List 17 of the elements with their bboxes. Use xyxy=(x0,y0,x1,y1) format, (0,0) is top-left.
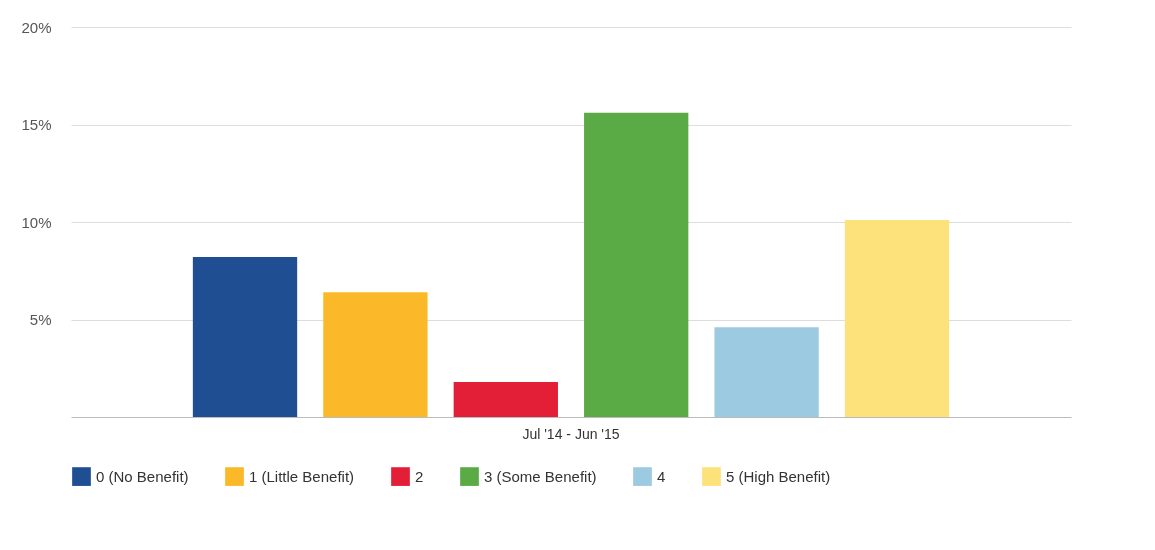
bar xyxy=(844,220,950,417)
legend-label: 2 xyxy=(415,467,424,485)
x-tick-label: Jul '14 - Jun '15 xyxy=(522,425,620,442)
y-tick-label: 15% xyxy=(21,116,52,133)
bar xyxy=(714,327,819,417)
y-tick-label: 5% xyxy=(29,311,52,328)
legend-label: 4 xyxy=(657,467,666,485)
legend-label: 5 (High Benefit) xyxy=(726,467,831,485)
y-tick-label: 20% xyxy=(21,18,52,36)
bar xyxy=(323,292,428,417)
y-tick-label: 10% xyxy=(21,213,52,231)
legend-label: 0 (No Benefit) xyxy=(96,467,189,485)
legend-label: 1 (Little Benefit) xyxy=(249,467,355,485)
bar xyxy=(192,257,298,417)
legend-label: 3 (Some Benefit) xyxy=(484,467,597,485)
bar xyxy=(453,381,558,417)
bar xyxy=(584,112,689,417)
